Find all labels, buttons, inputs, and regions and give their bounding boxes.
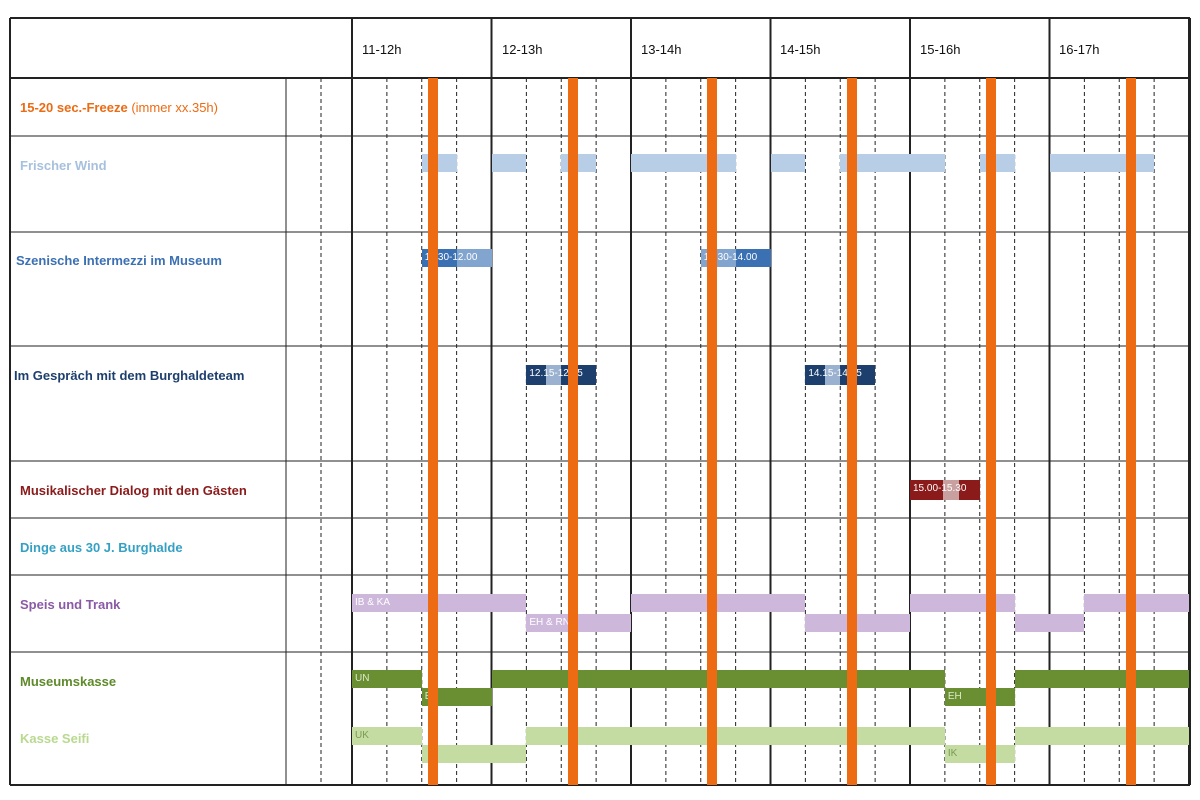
frischer-wind-block — [979, 154, 1015, 172]
bar-label: IK — [947, 748, 958, 759]
kasse-seifi-block-top: UK — [352, 727, 422, 745]
gespraech-block: 12.15-12.45 — [526, 365, 597, 385]
freeze-label-note: (immer xx.35h) — [131, 100, 218, 115]
hour-header-11: 11-12h — [362, 42, 402, 57]
frischer-wind-block — [491, 154, 527, 172]
freeze-marker — [428, 78, 439, 785]
hour-header-16: 16-17h — [1059, 42, 1100, 57]
freeze-marker — [567, 78, 578, 785]
frischer-wind-block — [421, 154, 457, 172]
musikalischer-dialog-block: 15.00-15.30 — [910, 480, 980, 500]
museumskasse-block-top — [491, 670, 945, 688]
row-label-gespraech: Im Gespräch mit dem Burghaldeteam — [14, 368, 245, 383]
speis-block-top — [1084, 594, 1189, 612]
museumskasse-block-top — [1014, 670, 1189, 688]
hour-header-14: 14-15h — [780, 42, 821, 57]
speis-block-top — [631, 594, 806, 612]
row-label-speis-und-trank: Speis und Trank — [20, 597, 121, 612]
row-label-freeze: 15-20 sec.-Freeze (immer xx.35h) — [20, 100, 218, 115]
row-label-szenische-intermezzi: Szenische Intermezzi im Museum — [16, 253, 222, 268]
kasse-seifi-block-bottom — [421, 745, 527, 763]
block-segment — [456, 249, 492, 267]
museumskasse-block-bottom: EH — [944, 688, 1015, 706]
gespraech-block: 14.15-14.45 — [805, 365, 876, 385]
bar-label: 15.00-15.30 — [913, 483, 967, 494]
row-label-kasse-seifi: Kasse Seifi — [20, 731, 90, 746]
freeze-marker — [846, 78, 857, 785]
speis-block-bottom: EH & RN — [526, 614, 631, 632]
frischer-wind-block — [840, 154, 945, 172]
row-label-musikalischer-dialog: Musikalischer Dialog mit den Gästen — [20, 483, 247, 498]
bar-label: IB & KA — [355, 597, 391, 608]
hour-header-13: 13-14h — [641, 42, 682, 57]
bar-label: 13.30-14.00 — [703, 252, 758, 263]
bar-label: UK — [355, 730, 369, 741]
speis-block-bottom — [805, 614, 910, 632]
museumskasse-block-top: UN — [352, 670, 422, 688]
bar-label: UN — [355, 673, 370, 684]
speis-block-top: IB & KA — [352, 594, 527, 612]
kasse-seifi-block-top — [526, 727, 945, 745]
kasse-seifi-block-top — [1014, 727, 1189, 745]
hour-header-15: 15-16h — [920, 42, 961, 57]
bar-label: EH — [947, 691, 962, 702]
row-label-dinge: Dinge aus 30 J. Burghalde — [20, 540, 183, 555]
hour-header-12: 12-13h — [502, 42, 543, 57]
freeze-marker — [986, 78, 997, 785]
freeze-marker — [1125, 78, 1136, 785]
speis-block-bottom — [1014, 614, 1085, 632]
row-label-frischer-wind: Frischer Wind — [20, 158, 107, 173]
kasse-seifi-block-bottom: IK — [944, 745, 1015, 763]
freeze-label-main: 15-20 sec.-Freeze — [20, 100, 128, 115]
frischer-wind-block — [1049, 154, 1155, 172]
frischer-wind-block — [561, 154, 597, 172]
block-segment — [824, 365, 841, 385]
bar-label: 11.30-12.00 — [424, 252, 478, 263]
bar-label: 12.15-12.45 — [529, 368, 583, 379]
szenische-intermezzi-block: 11.30-12.00 — [421, 249, 492, 267]
block-segment — [943, 480, 959, 500]
speis-block-top — [910, 594, 1015, 612]
frischer-wind-block — [631, 154, 736, 172]
freeze-marker — [707, 78, 718, 785]
block-segment — [545, 365, 562, 385]
bar-label: EH & RN — [529, 617, 570, 628]
bar-label: 14.15-14.45 — [808, 368, 862, 379]
frischer-wind-block — [770, 154, 806, 172]
row-label-museumskasse: Museumskasse — [20, 674, 117, 689]
